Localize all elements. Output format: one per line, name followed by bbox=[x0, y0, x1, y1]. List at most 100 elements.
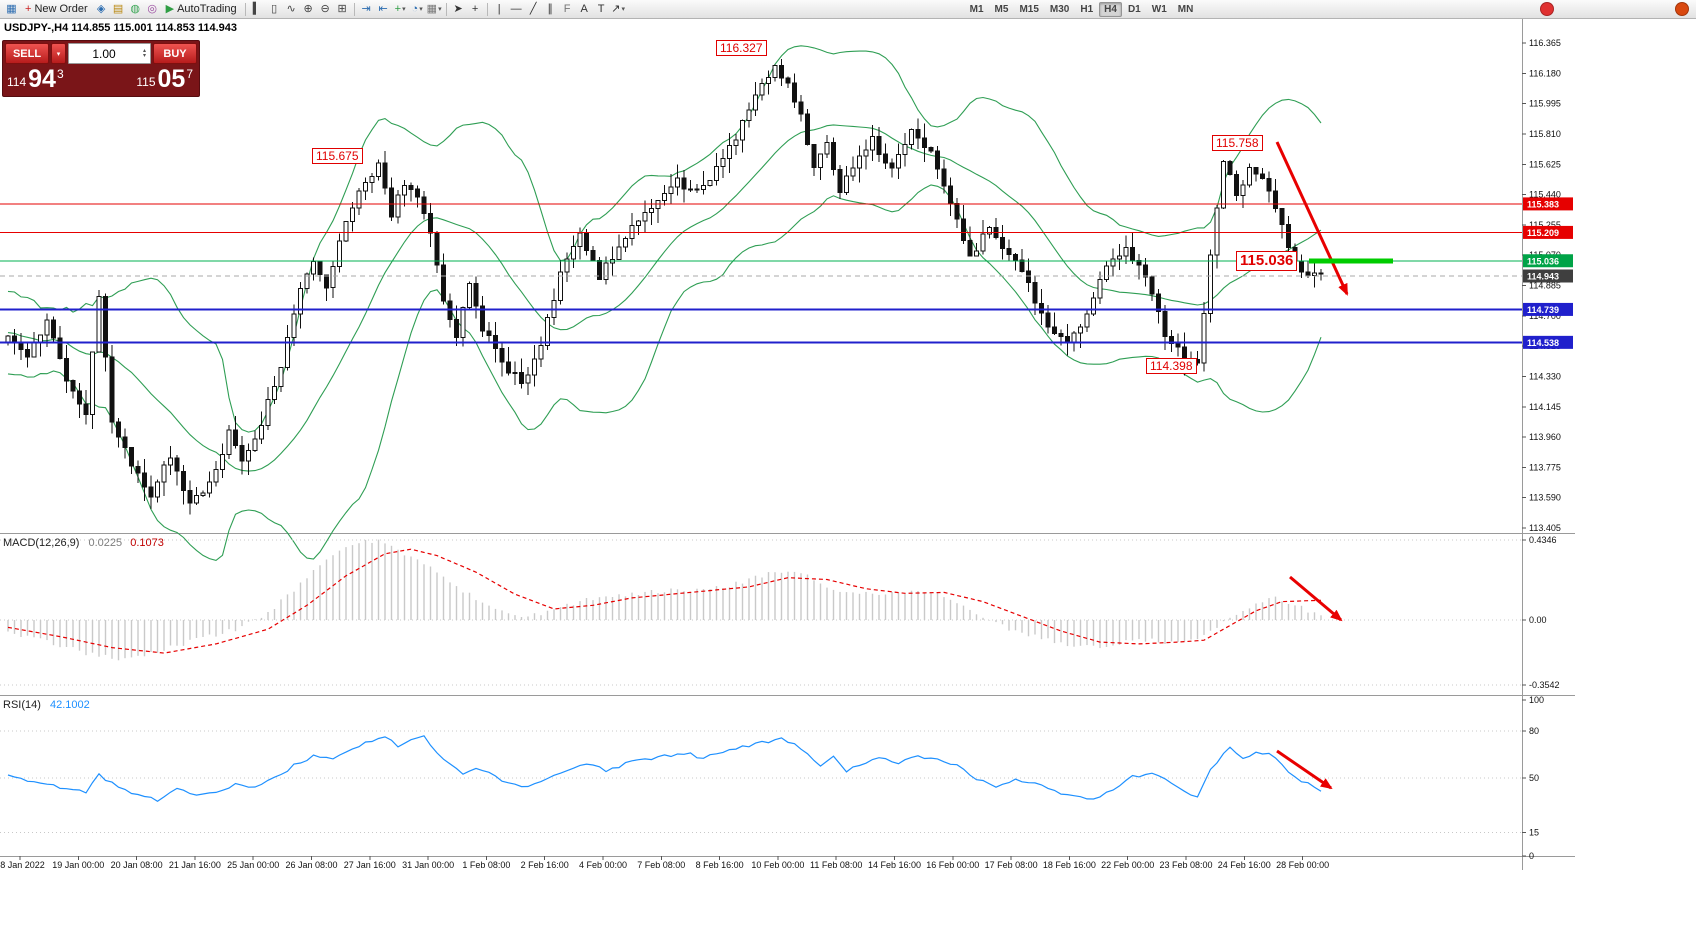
svg-text:19 Jan 00:00: 19 Jan 00:00 bbox=[52, 860, 104, 870]
svg-text:100: 100 bbox=[1529, 695, 1544, 705]
svg-text:16 Feb 00:00: 16 Feb 00:00 bbox=[926, 860, 979, 870]
macd-title: MACD(12,26,9) bbox=[3, 537, 80, 549]
bid-price[interactable]: 114 94 3 bbox=[7, 66, 64, 92]
candlestick-chart-icon: ▯ bbox=[271, 2, 278, 15]
svg-text:14 Feb 16:00: 14 Feb 16:00 bbox=[868, 860, 921, 870]
timeframe-m15-button[interactable]: M15 bbox=[1019, 3, 1039, 15]
ask-big-digits: 05 bbox=[157, 65, 186, 93]
horizontal-line-icon: — bbox=[510, 2, 522, 15]
svg-text:114.943: 114.943 bbox=[1527, 271, 1559, 281]
crosshair-icon-button[interactable]: + bbox=[467, 1, 484, 17]
svg-text:23 Feb 08:00: 23 Feb 08:00 bbox=[1159, 860, 1212, 870]
ask-pip-digit: 7 bbox=[186, 67, 193, 81]
vertical-line-icon: | bbox=[497, 2, 501, 15]
svg-text:80: 80 bbox=[1529, 726, 1539, 736]
trendline-icon-button[interactable]: ╱ bbox=[525, 1, 542, 17]
svg-text:7 Feb 08:00: 7 Feb 08:00 bbox=[637, 860, 685, 870]
candlestick-chart-icon-button[interactable]: ▯ bbox=[266, 1, 283, 17]
fibonacci-icon: F bbox=[563, 2, 571, 15]
timeframe-m30-button[interactable]: M30 bbox=[1049, 3, 1070, 15]
horizontal-line-icon-button[interactable]: — bbox=[508, 1, 525, 17]
periods-icon-button[interactable]: ◔ ▾ bbox=[409, 1, 426, 17]
rsi-label: RSI(14) 42.1002 bbox=[3, 699, 90, 711]
timeframe-h4-button[interactable]: H4 bbox=[1099, 1, 1122, 17]
bar-chart-icon-button[interactable]: ▍ bbox=[249, 1, 266, 17]
community-icon[interactable] bbox=[1540, 2, 1555, 16]
sell-button[interactable]: SELL bbox=[5, 43, 49, 64]
one-click-trading-panel: SELL ▾ 1.00 ▴ ▾ BUY 114 94 3 115 05 7 bbox=[2, 40, 200, 97]
arrows-tool-icon: ↗ bbox=[611, 2, 621, 15]
timeframe-h1-button[interactable]: H1 bbox=[1080, 3, 1094, 15]
price-annotation[interactable]: 115.675 bbox=[312, 148, 363, 164]
svg-text:114.739: 114.739 bbox=[1527, 305, 1559, 315]
arrows-tool-icon-button[interactable]: ↗ ▾ bbox=[610, 1, 627, 17]
svg-text:4 Feb 00:00: 4 Feb 00:00 bbox=[579, 860, 627, 870]
timeframe-m5-button[interactable]: M5 bbox=[994, 3, 1009, 15]
autotrading-button[interactable]: ▶ AutoTrading bbox=[161, 1, 242, 17]
price-annotation[interactable]: 116.327 bbox=[716, 40, 767, 56]
equidistant-channel-icon-button[interactable]: ∥ bbox=[542, 1, 559, 17]
vertical-line-icon-button[interactable]: | bbox=[491, 1, 508, 17]
buy-button[interactable]: BUY bbox=[153, 43, 197, 64]
auto-scroll-icon-button[interactable]: ⇥ bbox=[358, 1, 375, 17]
timeframe-w1-button[interactable]: W1 bbox=[1151, 3, 1167, 15]
text-tool-icon-button[interactable]: A bbox=[576, 1, 593, 17]
svg-text:11 Feb 08:00: 11 Feb 08:00 bbox=[810, 860, 862, 870]
svg-text:115.036: 115.036 bbox=[1527, 256, 1559, 266]
order-mode-dropdown[interactable]: ▾ bbox=[51, 43, 66, 64]
level-lines[interactable] bbox=[0, 203, 1522, 344]
toolbar-separator bbox=[486, 2, 488, 16]
label-tool-icon-button[interactable]: T bbox=[593, 1, 610, 17]
new-chart-icon-button[interactable]: ▦ bbox=[3, 1, 20, 17]
volume-spinner[interactable]: ▴ ▾ bbox=[139, 47, 150, 59]
zoom-out-icon-button[interactable]: ⊖ bbox=[317, 1, 334, 17]
svg-text:114.145: 114.145 bbox=[1529, 402, 1561, 412]
svg-text:31 Jan 00:00: 31 Jan 00:00 bbox=[402, 860, 454, 870]
data-window-icon-button[interactable]: ◍ bbox=[127, 1, 144, 17]
ask-price[interactable]: 115 05 7 bbox=[136, 66, 193, 92]
timeframe-d1-button[interactable]: D1 bbox=[1127, 3, 1141, 15]
volume-value: 1.00 bbox=[92, 46, 116, 61]
svg-text:113.590: 113.590 bbox=[1529, 493, 1561, 503]
rsi-title: RSI(14) bbox=[3, 699, 41, 711]
text-tool-icon: A bbox=[580, 2, 588, 15]
line-chart-icon-button[interactable]: ∿ bbox=[283, 1, 300, 17]
svg-text:10 Feb 00:00: 10 Feb 00:00 bbox=[751, 860, 804, 870]
templates-icon-button[interactable]: ▦ ▾ bbox=[426, 1, 443, 17]
zoom-in-icon-button[interactable]: ⊕ bbox=[300, 1, 317, 17]
bid-big-digits: 94 bbox=[28, 65, 56, 93]
cursor-icon-button[interactable]: ➤ bbox=[450, 1, 467, 17]
fibonacci-icon-button[interactable]: F bbox=[559, 1, 576, 17]
price-annotation[interactable]: 114.398 bbox=[1146, 358, 1197, 374]
svg-text:115.440: 115.440 bbox=[1529, 190, 1561, 200]
svg-text:2 Feb 16:00: 2 Feb 16:00 bbox=[521, 860, 569, 870]
timeframe-m1-button[interactable]: M1 bbox=[969, 3, 984, 15]
periods-icon: ◔ bbox=[411, 2, 419, 15]
price-annotation[interactable]: 115.758 bbox=[1212, 135, 1263, 151]
tile-windows-icon-button[interactable]: ⊞ bbox=[334, 1, 351, 17]
chart-shift-icon-button[interactable]: ⇤ bbox=[375, 1, 392, 17]
symbols-icon-button[interactable]: ◈ bbox=[93, 1, 110, 17]
timeframe-toolbar: M1 M5 M15 M30 H1 H4 D1 W1 MN bbox=[965, 1, 1199, 17]
timeframe-mn-button[interactable]: MN bbox=[1177, 3, 1194, 15]
spinner-up-icon: ▴ bbox=[142, 47, 146, 54]
bid-pip-digit: 3 bbox=[56, 67, 64, 81]
spinner-down-icon: ▾ bbox=[142, 52, 146, 59]
macd-histogram bbox=[7, 539, 1322, 661]
svg-text:114.885: 114.885 bbox=[1529, 281, 1561, 291]
price-tag: 115.209 bbox=[1523, 225, 1573, 239]
svg-text:0: 0 bbox=[1529, 851, 1534, 861]
navigator-icon-button[interactable]: ◎ bbox=[144, 1, 161, 17]
volume-input[interactable]: 1.00 ▴ ▾ bbox=[68, 43, 151, 64]
tile-windows-icon: ⊞ bbox=[337, 2, 347, 15]
price-annotation[interactable]: 115.036 bbox=[1236, 251, 1298, 271]
profile-icon[interactable] bbox=[1675, 2, 1689, 16]
main-toolbar: ▦ + New Order ◈ ▤ ◍ ◎ ▶ AutoTrading ▍ ▯ ∿ ⊕ ⊖ ⊞ ⇥ ⇤ + ▾ ◔ ▾ ▦… bbox=[0, 0, 1696, 19]
market-watch-icon-button[interactable]: ▤ bbox=[110, 1, 127, 17]
svg-text:50: 50 bbox=[1529, 773, 1539, 783]
new-window-icon-button[interactable]: + ▾ bbox=[392, 1, 409, 17]
svg-text:115.625: 115.625 bbox=[1529, 159, 1561, 169]
trend-arrows[interactable] bbox=[1275, 141, 1349, 790]
new-order-button[interactable]: + New Order bbox=[20, 1, 93, 17]
